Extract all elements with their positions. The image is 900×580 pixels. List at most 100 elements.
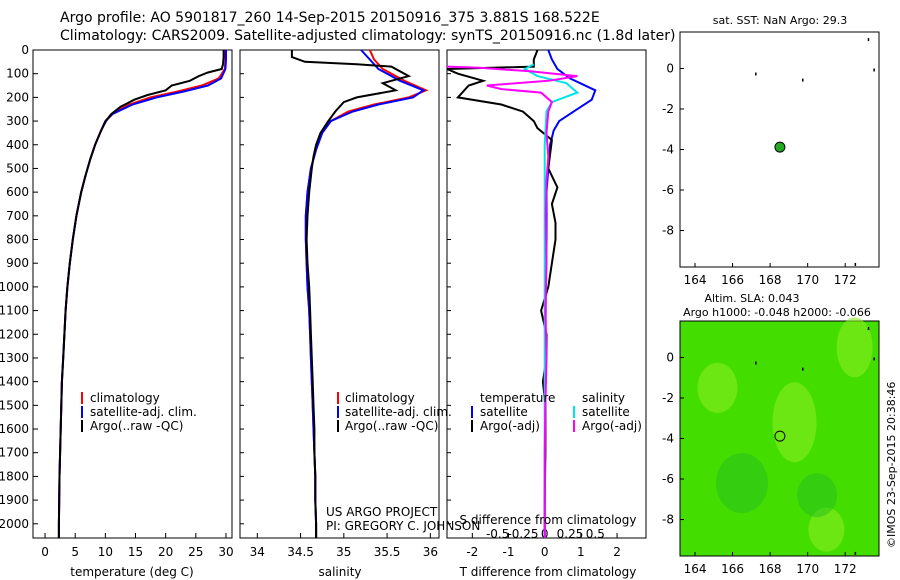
sst_map-xtick-label: 172 xyxy=(834,273,857,287)
temperature-xtick-label: 0 xyxy=(41,545,49,559)
depth-axis: 0 100 200 300 400 500 600 700 800 900 1000 1100 1200… xyxy=(0,43,451,531)
depth-tick-label: 1600 xyxy=(0,422,29,436)
difference-series-s-satellite xyxy=(522,63,580,538)
temperature-plot: 0 5 10 15 20 25 30 xyxy=(41,50,234,559)
depth-tick-label: 800 xyxy=(6,233,29,247)
depth-tick-label: 1500 xyxy=(0,398,29,412)
island-speck xyxy=(867,327,870,331)
difference-legend: temperature satellite Argo(-adj) salinit… xyxy=(471,391,642,433)
sla_map-ytick-label: -4 xyxy=(662,432,674,446)
island-speck xyxy=(802,367,804,371)
difference-series-s-argo-adj- xyxy=(446,65,578,538)
sst_map-xtick-label: 164 xyxy=(684,273,707,287)
sla_map-plot: 164 166 168 170 172 0 -2 -4 -6 -8 xyxy=(662,317,875,576)
difference-plot: -2 -1 0 1 2-0.5-0.25 0 0.25 0.5 xyxy=(446,49,621,559)
salinity-legend: climatology satellite-adj. clim. Argo(..… xyxy=(337,391,452,433)
temperature-xtick-label: 5 xyxy=(71,545,79,559)
depth-tick-label: 400 xyxy=(6,138,29,152)
sla_map-ytick-label: -2 xyxy=(662,391,674,405)
island-speck xyxy=(867,38,870,42)
depth-tick-label: 1100 xyxy=(0,304,29,318)
sst_map-ytick-label: -6 xyxy=(662,183,674,197)
sla_map-xtick-label: 166 xyxy=(721,562,744,576)
difference-top-xlabel: S difference from climatology xyxy=(460,513,637,527)
difference-top-xtick-label: -0.25 xyxy=(507,527,538,541)
depth-tick-label: 1700 xyxy=(0,446,29,460)
sla_map-ytick-label: -6 xyxy=(662,472,674,486)
difference-top-xtick-label: 0.5 xyxy=(586,527,605,541)
temperature-xtick-label: 30 xyxy=(218,545,233,559)
temperature-series-argo-raw-qc- xyxy=(57,50,225,538)
sla-anomaly-patch xyxy=(797,473,838,518)
difference-series-t-satellite xyxy=(543,49,597,538)
salinity-panel-frame xyxy=(239,49,440,539)
difference-top-xtick-label: 0.25 xyxy=(557,527,584,541)
depth-tick-label: 1800 xyxy=(0,469,29,483)
legend-label-satellite: satellite-adj. clim. xyxy=(345,405,452,419)
island-speck xyxy=(873,68,875,72)
difference-panel-frame xyxy=(446,49,647,539)
temperature-series-climatology xyxy=(57,50,227,538)
imos-watermark: ©IMOS 23-Sep-2015 20:38:46 xyxy=(885,382,898,548)
salinity-series-climatology xyxy=(304,49,429,538)
difference-top-xtick-label: -0.5 xyxy=(486,527,509,541)
map-panels: 164 166 168 170 172 0 -2 -4 -6 -8 164 166 168 170 172 0… xyxy=(662,38,875,576)
sst_map-ytick-label: -8 xyxy=(662,224,674,238)
legend-label-climatology: climatology xyxy=(345,391,415,405)
difference-xtick-label: 2 xyxy=(613,545,621,559)
sla_map-xtick-label: 172 xyxy=(834,562,857,576)
sla-anomaly-patch xyxy=(836,317,873,378)
difference-xtick-label: 0 xyxy=(541,545,549,559)
depth-tick-label: 300 xyxy=(6,114,29,128)
difference-series-t-argo-adj- xyxy=(446,49,559,538)
temperature-xtick-label: 25 xyxy=(188,545,203,559)
salinity-xlabel: salinity xyxy=(318,565,361,579)
island-speck xyxy=(854,262,857,266)
sst-map-title: sat. SST: NaN Argo: 29.3 xyxy=(713,14,847,27)
depth-tick-label: 1200 xyxy=(0,327,29,341)
sst_map-ytick-label: 0 xyxy=(666,61,674,75)
sla_map-ytick-label: 0 xyxy=(666,350,674,364)
sst_map-ytick-label: -4 xyxy=(662,143,674,157)
salinity-xtick-label: 35 xyxy=(336,545,351,559)
temperature-series-satellite-adj-clim- xyxy=(57,50,227,538)
salinity-plot: 34 34.5 35 35.5 36 xyxy=(250,49,438,559)
depth-tick-label: 900 xyxy=(6,256,29,270)
depth-tick-label: 100 xyxy=(6,67,29,81)
island-speck xyxy=(854,551,857,555)
difference-xtick-label: -1 xyxy=(503,545,515,559)
sst_map-plot: 164 166 168 170 172 0 -2 -4 -6 -8 xyxy=(662,38,875,287)
temperature-xtick-label: 20 xyxy=(158,545,173,559)
sla_map-xtick-label: 168 xyxy=(759,562,782,576)
sst_map-xtick-label: 166 xyxy=(721,273,744,287)
salinity-series-satellite-adj-clim- xyxy=(304,49,426,538)
salinity-series-argo-raw-qc- xyxy=(290,50,412,538)
difference-xtick-label: -2 xyxy=(466,545,478,559)
depth-tick-label: 1300 xyxy=(0,351,29,365)
figure-title-line1: Argo profile: AO 5901817_260 14-Sep-2015… xyxy=(60,10,600,26)
temperature-xtick-label: 15 xyxy=(128,545,143,559)
legend-label-s-satellite: satellite xyxy=(582,405,630,419)
salinity-xtick-label: 34.5 xyxy=(287,545,314,559)
legend-label-argo: Argo(..raw -QC) xyxy=(345,419,438,433)
salinity-xtick-label: 36 xyxy=(423,545,438,559)
legend-label-satellite: satellite-adj. clim. xyxy=(90,405,197,419)
legend-label-t-satellite: satellite xyxy=(480,405,528,419)
legend-label-t-argo: Argo(-adj) xyxy=(480,419,540,433)
sla-map-title: Altim. SLA: 0.043 xyxy=(704,292,799,305)
depth-tick-label: 1400 xyxy=(0,375,29,389)
sla-anomaly-patch xyxy=(772,382,817,463)
difference-xlabel: T difference from climatology xyxy=(459,565,637,579)
sst_map-ytick-label: -2 xyxy=(662,102,674,116)
depth-tick-label: 600 xyxy=(6,185,29,199)
legend-label-climatology: climatology xyxy=(90,391,160,405)
temperature-panel-frame xyxy=(32,49,233,539)
figure-title-line2: Climatology: CARS2009. Satellite-adjuste… xyxy=(60,28,676,44)
sla_map-xtick-label: 170 xyxy=(796,562,819,576)
depth-tick-label: 700 xyxy=(6,209,29,223)
temperature-xtick-label: 10 xyxy=(98,545,113,559)
depth-tick-label: 0 xyxy=(21,43,29,57)
sla-map-subtitle: Argo h1000: -0.048 h2000: -0.066 xyxy=(683,306,871,319)
island-speck xyxy=(755,361,757,365)
